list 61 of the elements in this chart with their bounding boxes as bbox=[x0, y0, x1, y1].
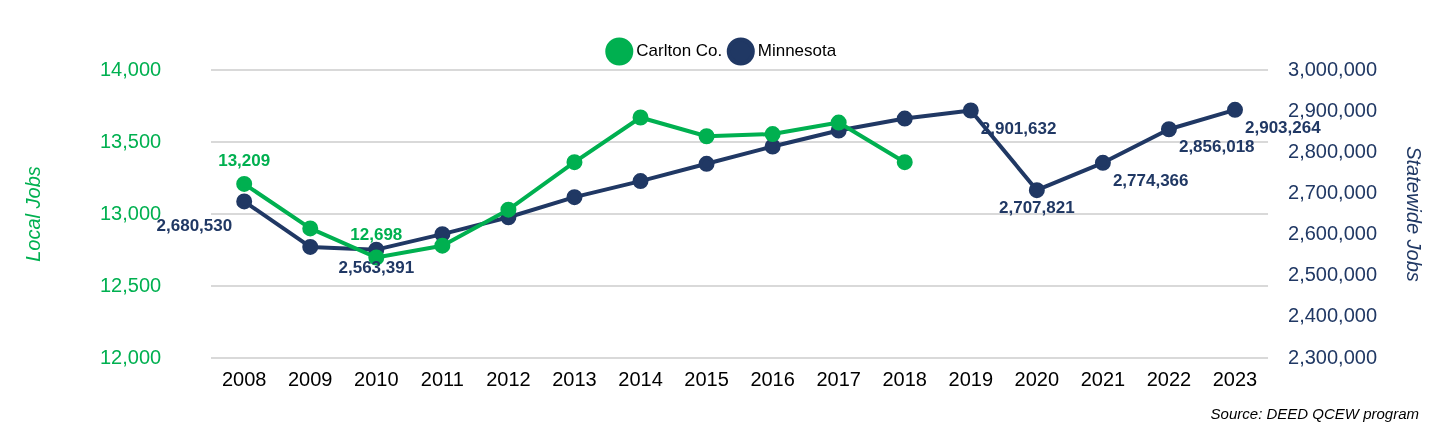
point bbox=[1227, 101, 1243, 118]
point bbox=[830, 114, 847, 131]
y-tick-label: 14,000 bbox=[100, 57, 162, 80]
x-tick-label: 2017 bbox=[816, 367, 861, 390]
data-label: 2,563,391 bbox=[338, 257, 415, 277]
y2-tick-label: 2,700,000 bbox=[1288, 180, 1378, 203]
point bbox=[698, 128, 715, 145]
source-note: Source: DEED QCEW program bbox=[1210, 404, 1419, 422]
y2-tick-label: 2,300,000 bbox=[1288, 345, 1378, 368]
point bbox=[962, 102, 979, 119]
point bbox=[1028, 182, 1045, 199]
x-tick-label: 2023 bbox=[1212, 367, 1258, 390]
x-tick-label: 2022 bbox=[1146, 367, 1192, 390]
data-label: 13,209 bbox=[218, 151, 271, 171]
y-tick-label: 12,000 bbox=[100, 345, 162, 368]
point bbox=[632, 109, 649, 126]
point bbox=[896, 110, 913, 127]
y2-tick-label: 2,900,000 bbox=[1288, 98, 1378, 121]
data-label: 12,698 bbox=[350, 224, 403, 244]
x-tick-label: 2012 bbox=[486, 367, 531, 390]
point bbox=[896, 154, 913, 171]
x-tick-label: 2014 bbox=[618, 367, 663, 390]
x-tick-label: 2011 bbox=[420, 367, 464, 390]
y2-tick-label: 3,000,000 bbox=[1288, 57, 1378, 80]
point bbox=[698, 155, 715, 172]
point bbox=[764, 138, 781, 155]
point bbox=[302, 238, 319, 255]
point bbox=[566, 154, 583, 171]
point bbox=[1094, 154, 1111, 171]
data-label: 2,707,821 bbox=[999, 198, 1075, 218]
y2-tick-label: 2,600,000 bbox=[1288, 222, 1378, 245]
point bbox=[1160, 121, 1177, 138]
point bbox=[434, 237, 451, 254]
y-axis-title: Local Jobs bbox=[21, 166, 44, 262]
y2-axis-title: Statewide Jobs bbox=[1403, 146, 1426, 282]
point bbox=[302, 220, 319, 237]
legend-label: Carlton Co. bbox=[636, 41, 723, 61]
x-tick-label: 2010 bbox=[354, 367, 399, 390]
y2-tick-label: 2,500,000 bbox=[1288, 263, 1378, 286]
y2-tick-label: 2,800,000 bbox=[1288, 139, 1378, 162]
x-tick-label: 2019 bbox=[948, 367, 994, 390]
point bbox=[566, 189, 583, 206]
point bbox=[632, 173, 649, 190]
x-tick-label: 2016 bbox=[750, 367, 795, 390]
legend-label: Minnesota bbox=[757, 41, 837, 61]
data-label: 2,856,018 bbox=[1178, 137, 1255, 157]
y-tick-label: 12,500 bbox=[100, 273, 162, 296]
point bbox=[500, 201, 517, 218]
x-tick-label: 2021 bbox=[1080, 367, 1126, 390]
x-tick-label: 2015 bbox=[684, 367, 729, 390]
y2-tick-label: 2,400,000 bbox=[1288, 304, 1378, 327]
x-tick-label: 2008 bbox=[221, 367, 267, 390]
x-tick-label: 2018 bbox=[882, 367, 927, 390]
x-tick-label: 2009 bbox=[288, 367, 333, 390]
data-label: 2,774,366 bbox=[1112, 171, 1189, 191]
point bbox=[764, 126, 781, 143]
point bbox=[236, 175, 253, 192]
x-tick-label: 2020 bbox=[1014, 367, 1060, 390]
y-tick-label: 13,500 bbox=[100, 129, 162, 152]
x-tick-label: 2013 bbox=[552, 367, 597, 390]
point bbox=[236, 193, 253, 210]
